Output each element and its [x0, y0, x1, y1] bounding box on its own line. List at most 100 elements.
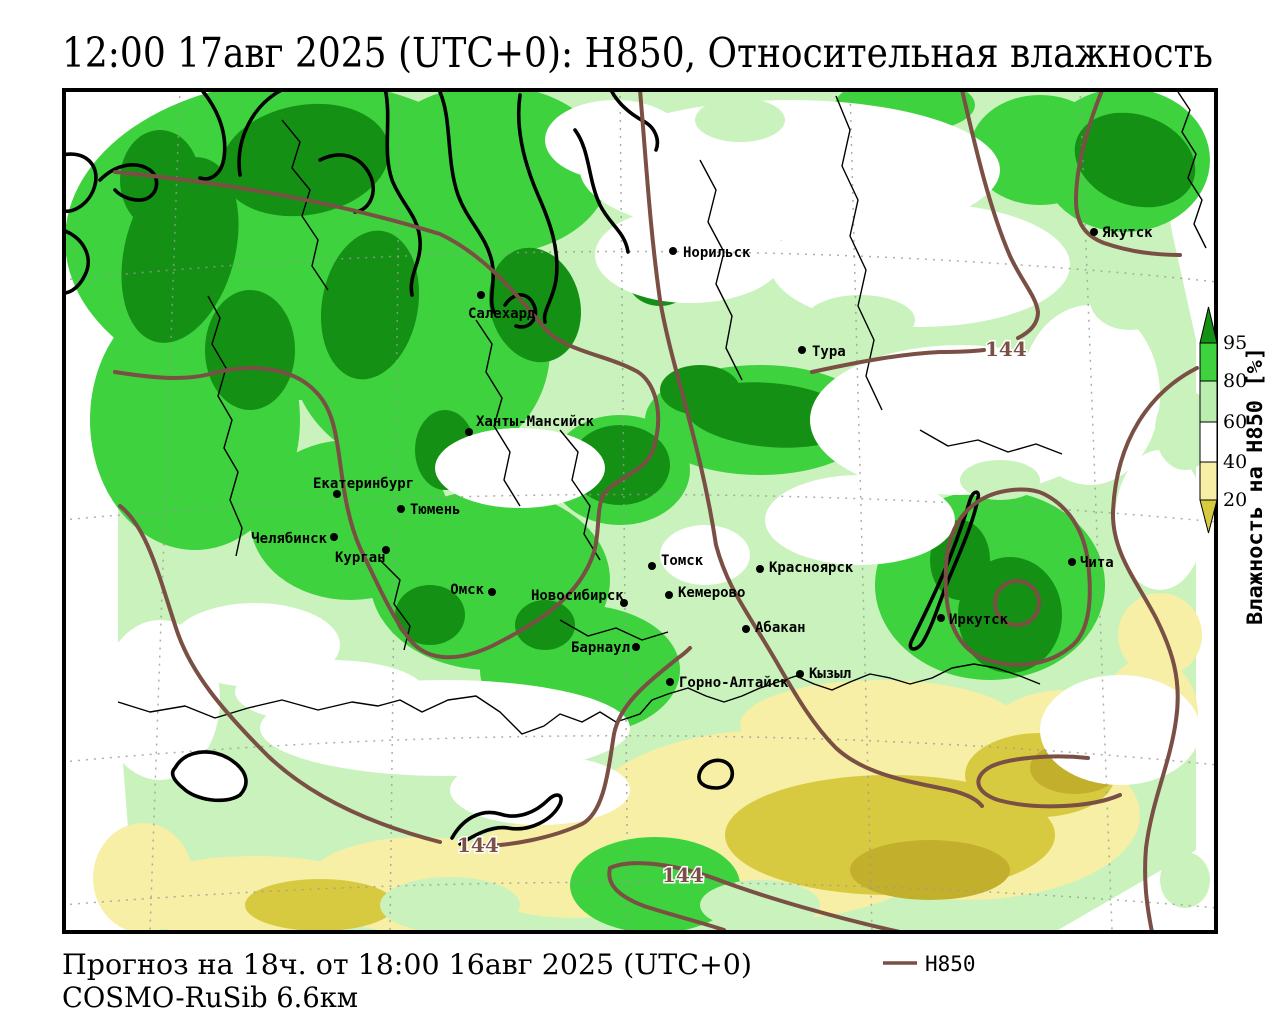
region-borders [117, 92, 1207, 735]
city-marker: Якутск [1090, 225, 1153, 241]
forecast-info-line: Прогноз на 18ч. от 18:00 16авг 2025 (UTC… [62, 948, 752, 981]
city-dot [333, 490, 341, 498]
colorbar-seg-lt20 [1199, 499, 1218, 534]
city-dot [648, 562, 656, 570]
uvs-lake [697, 758, 735, 790]
city-dot [937, 614, 945, 622]
city-label: Абакан [755, 620, 806, 636]
contour-east-sweep [1110, 366, 1199, 930]
city-dot [632, 643, 640, 651]
contour-baikal-inner [993, 579, 1041, 627]
colorbar-tick-label: 60 [1223, 411, 1247, 433]
city-label: Курган [335, 550, 386, 566]
coastlines [66, 92, 981, 846]
colorbar-seg-20-40 [1199, 461, 1218, 501]
city-marker: Челябинск [251, 531, 338, 547]
city-marker: Норильск [669, 245, 751, 261]
city-marker: Красноярск [756, 560, 854, 576]
city-label: Иркутск [949, 612, 1009, 628]
contour-west-hook [113, 170, 661, 660]
city-marker: Салехард [468, 291, 536, 322]
city-label: Норильск [683, 245, 751, 261]
city-marker: Барнаул [571, 640, 640, 656]
colorbar-tick-label: 20 [1223, 489, 1247, 511]
city-marker: Кемерово [665, 585, 745, 601]
city-dot [477, 291, 485, 299]
city-dot [756, 565, 764, 573]
city-label: Якутск [1102, 225, 1153, 241]
colorbar-seg-40-60 [1199, 421, 1218, 463]
city-label: Чита [1080, 555, 1114, 571]
footer: Прогноз на 18ч. от 18:00 16авг 2025 (UTC… [62, 948, 976, 1014]
city-label: Кемерово [678, 585, 745, 601]
zaysan-coast [450, 793, 563, 846]
city-label: Томск [661, 553, 704, 569]
white-sea-coast [66, 152, 98, 295]
city-marker: Иркутск [937, 612, 1009, 628]
colorbar-ticks-layer: 95 80 60 40 20 [1223, 332, 1247, 511]
kanin-coast [98, 163, 159, 202]
city-label: Барнаул [571, 640, 630, 656]
contour-yenisei [638, 92, 984, 808]
lake-baikal [908, 490, 981, 651]
legend: H850 [883, 952, 976, 976]
city-label: Екатеринбург [313, 476, 414, 492]
city-dot [669, 247, 677, 255]
city-label: Новосибирск [531, 588, 624, 604]
yenisei-mouth-coast [610, 92, 660, 152]
legend-label: H850 [925, 952, 976, 976]
map-frame [62, 88, 1218, 934]
city-marker: Омск [450, 582, 496, 598]
city-dot [465, 428, 473, 436]
contour-144-ne [810, 92, 1040, 374]
city-label: Тюмень [410, 502, 461, 518]
city-marker: Тура [798, 344, 846, 360]
model-info-line: COSMO-RuSib 6.6км [62, 981, 358, 1014]
colorbar-tick-label: 40 [1223, 451, 1247, 473]
city-marker: Томск [648, 553, 704, 570]
city-marker: Горно-Алтайск [666, 675, 789, 691]
contour-yakutsk [1074, 92, 1182, 257]
lake-balkhash [170, 750, 248, 803]
city-dot [798, 346, 806, 354]
city-dot [397, 505, 405, 513]
city-dot [1068, 558, 1076, 566]
h850-contours [113, 92, 1199, 930]
city-label: Красноярск [769, 560, 854, 576]
city-dot [330, 533, 338, 541]
city-label: Тура [812, 344, 846, 360]
city-marker: Екатеринбург [313, 476, 414, 498]
city-marker: Ханты-Мансийск [465, 414, 595, 436]
city-marker: Чита [1068, 555, 1114, 571]
contour-baikal-loop [943, 487, 1092, 667]
contour-olive-arc [976, 754, 1122, 809]
contour-south [118, 504, 692, 848]
city-marker: Курган [335, 546, 390, 566]
city-marker: Кызыл [796, 666, 851, 682]
city-dot [742, 625, 750, 633]
map-title: 12:00 17авг 2025 (UTC+0): H850, Относите… [62, 29, 1213, 77]
humidity-field [66, 92, 1214, 930]
city-label: Омск [450, 582, 484, 598]
city-marker: Тюмень [397, 502, 461, 518]
city-marker: Абакан [742, 620, 806, 636]
colorbar-seg-80-95 [1199, 342, 1218, 382]
contour-value-label: 144 [985, 337, 1027, 361]
map-canvas: 144 144 144 [66, 92, 1214, 930]
colorbar-seg-60-80 [1199, 380, 1218, 423]
city-dot [665, 591, 673, 599]
colorbar: 95 80 60 40 20 Влажность на H850 [%] [1199, 306, 1267, 625]
city-dot [666, 678, 674, 686]
city-label: Ханты-Мансийск [476, 414, 595, 430]
contour-value-label: 144 [662, 863, 704, 887]
city-label: Кызыл [809, 666, 851, 682]
city-dot [382, 546, 390, 554]
city-dot [488, 588, 496, 596]
cities-layer: Норильск Салехард Тура Ханты-Мансийск Екатер… [251, 225, 1153, 691]
city-label: Горно-Алтайск [679, 675, 789, 691]
contour-south-loop [607, 861, 901, 930]
city-label: Челябинск [251, 531, 327, 547]
colorbar-label: Влажность на H850 [%] [1243, 347, 1267, 625]
